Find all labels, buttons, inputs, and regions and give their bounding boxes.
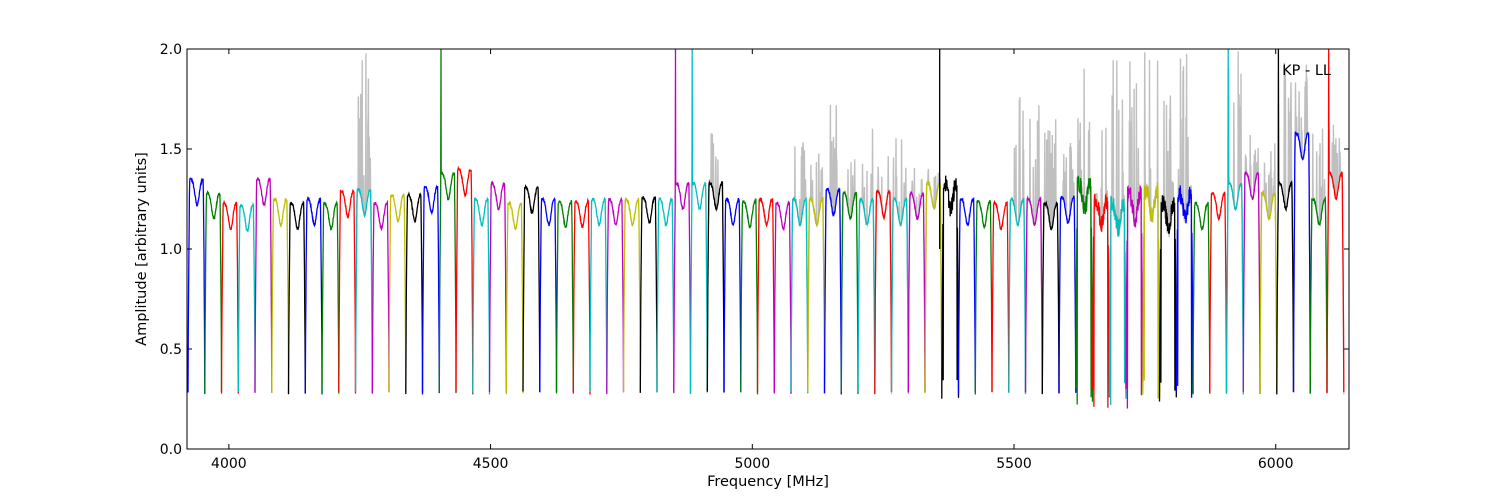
- y-tick-label: 2.0: [160, 42, 182, 58]
- channel-series-line: [438, 49, 457, 394]
- y-axis-label: Amplitude [arbitrary units]: [134, 152, 150, 346]
- channel-series-line: [505, 200, 524, 395]
- channel-series-line: [673, 49, 692, 394]
- channel-series-line: [790, 196, 809, 394]
- channel-series-line: [991, 199, 1010, 393]
- channel-series-line: [572, 197, 591, 395]
- channel-series-line: [354, 187, 373, 393]
- channel-series-line: [1058, 195, 1077, 394]
- channel-series-line: [204, 189, 223, 395]
- channel-series-line: [1108, 196, 1127, 406]
- channel-series-line: [1259, 189, 1278, 394]
- channel-series-line: [321, 200, 340, 395]
- x-tick-label: 6000: [1258, 456, 1294, 472]
- channel-series-line: [488, 180, 507, 393]
- channel-series-line: [187, 177, 206, 394]
- channel-series-line: [220, 199, 239, 394]
- x-tick-label: 5000: [734, 456, 770, 472]
- y-tick-label: 1.0: [160, 242, 182, 258]
- x-axis-ticks: 4000 4500 5000 5500 6000: [211, 49, 1294, 472]
- channel-series-line: [1142, 182, 1161, 399]
- channel-series-line: [371, 199, 390, 394]
- channel-series-line: [907, 190, 926, 393]
- channel-series-line: [1008, 197, 1027, 394]
- channel-series-line: [1326, 49, 1345, 394]
- channel-series-line: [1292, 130, 1311, 394]
- x-tick-label: 5500: [996, 456, 1032, 472]
- y-tick-label: 1.5: [160, 142, 182, 158]
- raw-spectrum-segment: [354, 53, 373, 393]
- channel-series-line: [1209, 191, 1228, 394]
- channel-series-line: [773, 200, 792, 394]
- channel-series-line: [840, 190, 859, 395]
- channel-series-line: [974, 199, 993, 395]
- channel-series-line: [857, 197, 876, 393]
- channel-series-line: [421, 184, 440, 395]
- channel-series-line: [555, 200, 574, 394]
- channel-series-line: [622, 196, 641, 393]
- channel-series-line: [689, 49, 708, 395]
- channel-series-line: [823, 187, 842, 395]
- y-tick-label: 0.5: [160, 342, 182, 358]
- channel-series-line: [723, 197, 742, 393]
- channel-series-line: [656, 197, 675, 393]
- x-tick-label: 4500: [473, 456, 509, 472]
- channel-series-line: [606, 196, 625, 395]
- channel-series-line: [1309, 196, 1328, 394]
- channel-series-line: [874, 189, 893, 395]
- channel-series-line: [1158, 195, 1177, 402]
- y-tick-label: 0.0: [160, 442, 182, 458]
- channel-series-line: [455, 165, 474, 395]
- x-axis-label: Frequency [MHz]: [707, 474, 829, 490]
- channel-series-line: [1091, 192, 1110, 408]
- channel-series-line: [924, 180, 943, 395]
- channel-series-line: [237, 201, 256, 393]
- channel-series-line: [941, 175, 960, 399]
- channel-series-line: [756, 197, 775, 393]
- channel-series-line: [254, 177, 273, 393]
- channel-series-line: [740, 197, 759, 395]
- channel-series-line: [1192, 201, 1211, 395]
- channel-series-line: [639, 196, 658, 393]
- channel-series-line: [1125, 184, 1144, 409]
- channel-series-line: [1075, 175, 1094, 405]
- channel-annotation: KP - LL: [1282, 63, 1331, 79]
- channel-series-line: [1225, 49, 1244, 395]
- channel-series-line: [1242, 170, 1261, 394]
- channel-series-line: [304, 196, 323, 395]
- channel-series-line: [338, 188, 357, 394]
- channel-series-line: [539, 196, 558, 393]
- channel-series-line: [522, 183, 541, 393]
- y-axis-ticks: 0.0 0.5 1.0 1.5 2.0: [160, 42, 1349, 458]
- channel-series-line: [807, 196, 826, 394]
- channel-series-line: [1024, 195, 1043, 395]
- channel-series-line: [472, 196, 491, 395]
- channel-series-layer: [187, 49, 1345, 409]
- channel-series-line: [890, 196, 909, 393]
- channel-series-line: [589, 196, 608, 393]
- channel-series-line: [287, 200, 306, 395]
- channel-series-line: [1276, 49, 1295, 395]
- channel-series-line: [1175, 185, 1194, 398]
- channel-series-line: [1041, 200, 1060, 394]
- channel-series-line: [706, 180, 725, 393]
- x-tick-label: 4000: [211, 456, 247, 472]
- channel-series-line: [271, 197, 290, 394]
- channel-series-line: [957, 196, 976, 395]
- channel-series-line: [388, 192, 407, 393]
- channel-series-line: [405, 191, 424, 395]
